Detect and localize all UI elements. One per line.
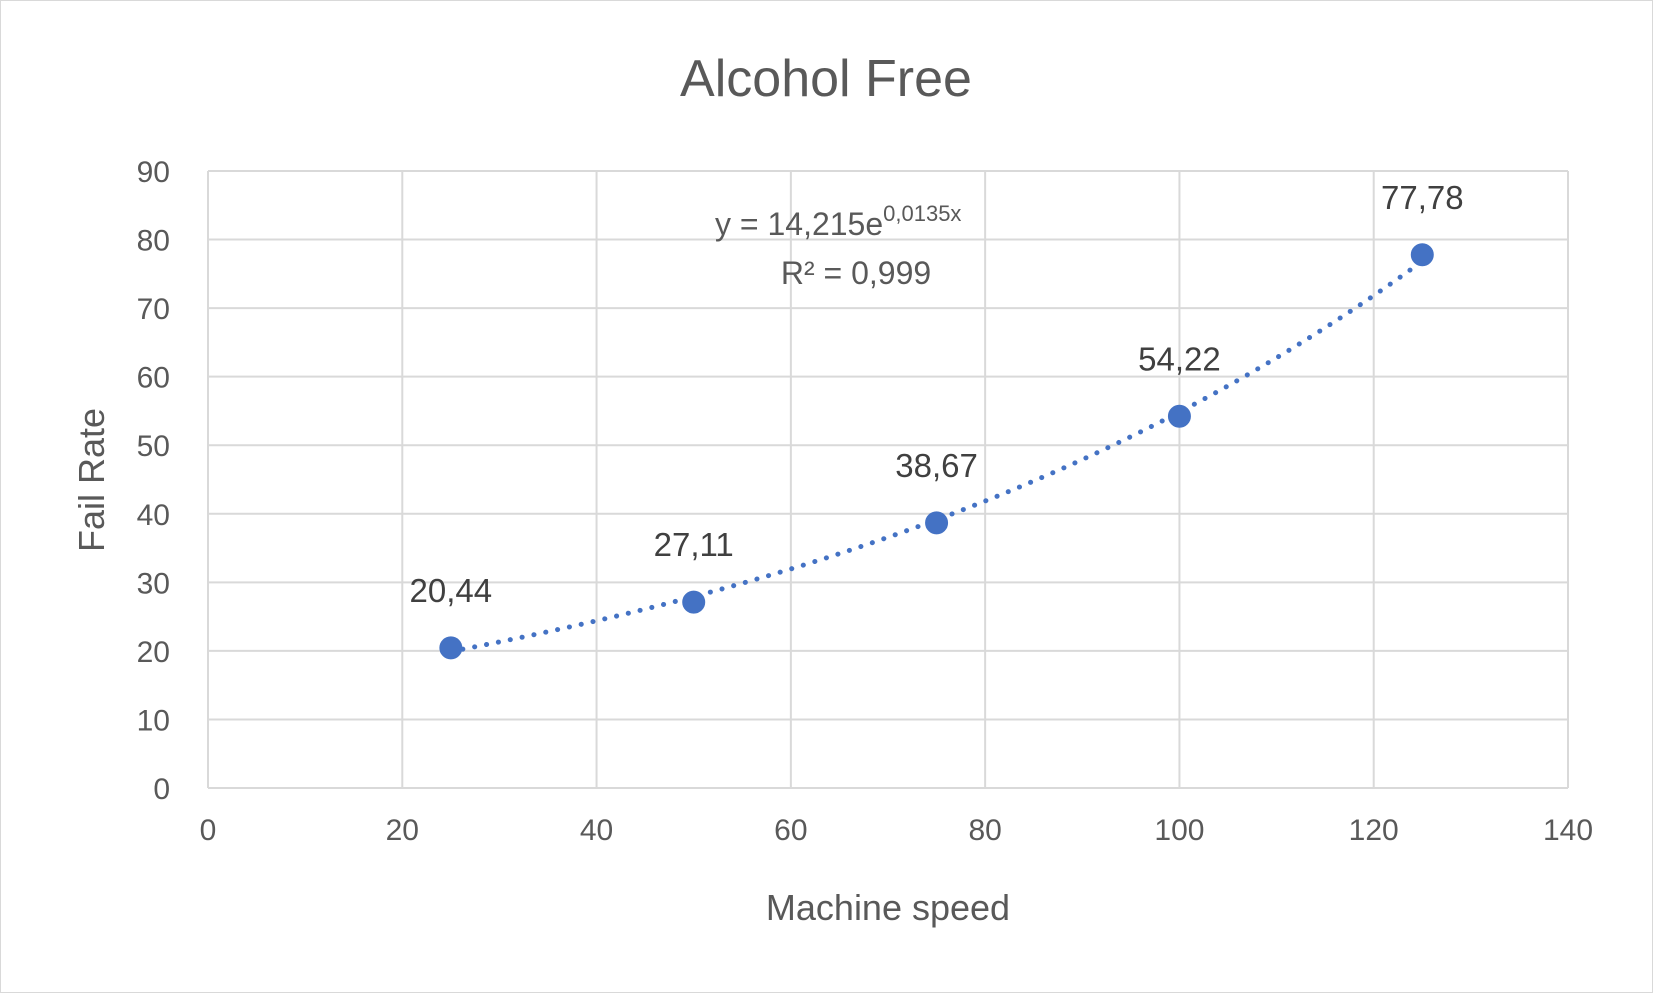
trendline-r-squared: R² = 0,999 (781, 255, 931, 291)
data-points (439, 243, 1434, 660)
x-tick-label: 120 (1349, 814, 1399, 847)
y-tick-label: 90 (137, 156, 170, 189)
y-tick-label: 0 (153, 773, 170, 806)
chart-title: Alcohol Free (680, 50, 972, 108)
y-tick-label: 50 (137, 430, 170, 463)
vertical-gridlines (207, 171, 1569, 788)
data-point (925, 511, 949, 535)
y-axis-tick-labels: 0 10 20 30 40 50 60 70 80 90 (137, 156, 170, 806)
data-point (1167, 404, 1191, 428)
data-point (682, 590, 706, 614)
x-tick-label: 60 (774, 814, 807, 847)
x-tick-label: 20 (386, 814, 419, 847)
y-tick-label: 10 (137, 704, 170, 737)
y-tick-label: 30 (137, 567, 170, 600)
data-point (1410, 243, 1434, 267)
horizontal-gridlines (208, 170, 1568, 789)
y-axis-title: Fail Rate (71, 408, 112, 552)
y-tick-label: 40 (137, 499, 170, 532)
data-point (439, 636, 463, 660)
data-label: 20,44 (410, 572, 493, 609)
y-tick-label: 80 (137, 225, 170, 258)
y-tick-label: 70 (137, 293, 170, 326)
x-tick-label: 100 (1154, 814, 1204, 847)
x-axis-title: Machine speed (766, 887, 1010, 928)
x-tick-label: 140 (1543, 814, 1593, 847)
x-axis-tick-labels: 0 20 40 60 80 100 120 140 (200, 814, 1593, 847)
trendline-equation: y = 14,215e0,0135x (715, 201, 961, 242)
equation-base: y = 14,215e (715, 206, 883, 242)
data-label: 27,11 (654, 526, 734, 563)
data-label: 38,67 (895, 447, 978, 484)
data-label: 77,78 (1381, 179, 1464, 216)
x-tick-label: 0 (200, 814, 217, 847)
y-tick-label: 60 (137, 362, 170, 395)
x-tick-label: 80 (968, 814, 1001, 847)
x-tick-label: 40 (580, 814, 613, 847)
data-label: 54,22 (1138, 340, 1221, 377)
data-labels: 20,44 27,11 38,67 54,22 77,78 (410, 179, 1464, 609)
equation-exponent: 0,0135x (883, 201, 961, 226)
y-tick-label: 20 (137, 636, 170, 669)
